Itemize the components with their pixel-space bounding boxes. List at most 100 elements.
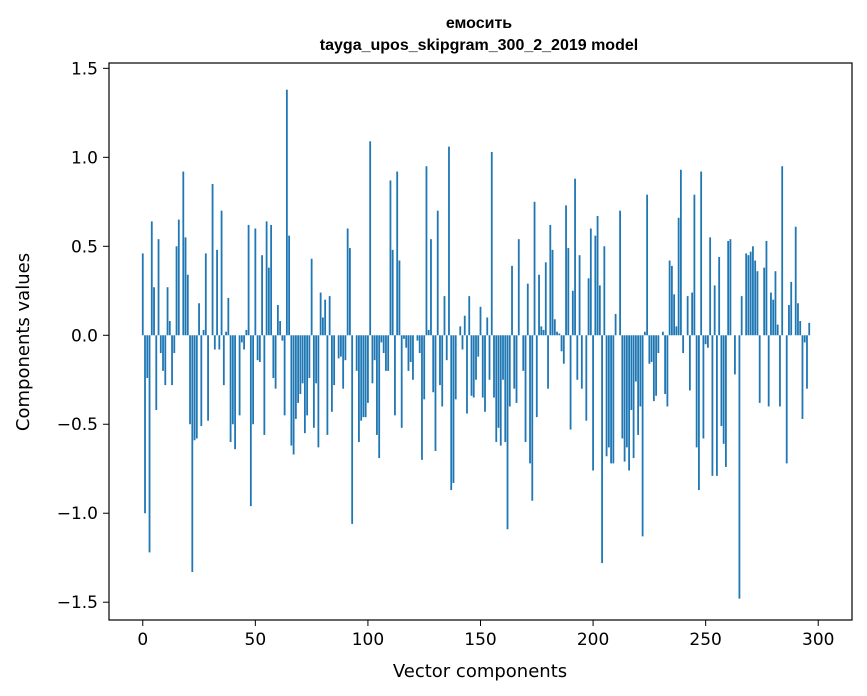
bar: [522, 335, 525, 371]
bar: [252, 335, 254, 425]
x-tick-label: 200: [577, 630, 609, 650]
bar: [794, 226, 797, 336]
bar: [272, 335, 275, 378]
y-tick-label: −1.5: [57, 593, 98, 613]
bar: [425, 166, 428, 336]
bar: [391, 249, 394, 336]
bar: [756, 271, 759, 336]
bar: [254, 228, 257, 336]
bar: [673, 294, 676, 336]
bar: [344, 335, 347, 361]
bar: [463, 315, 466, 336]
bar: [164, 335, 167, 386]
bar: [729, 239, 732, 336]
bar: [349, 248, 351, 336]
bar: [407, 335, 410, 371]
bar: [285, 89, 288, 336]
bar: [231, 335, 234, 425]
y-tick-label: 0.5: [71, 237, 98, 257]
bar: [758, 335, 761, 403]
bar: [195, 335, 198, 439]
bar: [727, 240, 730, 336]
bar: [434, 335, 437, 451]
y-axis-label: Components values: [13, 253, 34, 431]
bar: [504, 335, 507, 443]
bar: [688, 335, 691, 391]
bar: [574, 178, 576, 336]
x-tick-label: 0: [137, 630, 148, 650]
bar: [416, 335, 419, 341]
bar: [630, 335, 633, 411]
bar: [448, 146, 450, 336]
bar: [337, 335, 340, 359]
bar: [508, 335, 511, 407]
bar: [412, 335, 414, 380]
bar: [321, 317, 324, 336]
bar: [479, 306, 482, 336]
bar: [542, 329, 545, 336]
x-axis: 0 50 100 150 200 250 300: [137, 620, 834, 650]
bar: [445, 335, 448, 361]
bar: [499, 335, 502, 446]
bar: [157, 239, 160, 336]
bar: [571, 290, 574, 336]
bar: [213, 335, 216, 350]
bar: [632, 335, 635, 459]
bar: [625, 335, 628, 448]
bar: [270, 224, 273, 336]
bar: [297, 335, 300, 403]
x-tick-label: 100: [352, 630, 384, 650]
bar: [146, 335, 149, 378]
bar: [549, 224, 552, 336]
bar: [610, 335, 612, 464]
bar: [803, 335, 806, 343]
bar: [763, 267, 766, 336]
bar: [722, 335, 725, 444]
bar: [698, 335, 700, 491]
bar: [576, 335, 579, 380]
bar: [398, 260, 401, 336]
bar: [637, 335, 640, 435]
bar: [279, 321, 282, 336]
bar: [801, 335, 804, 419]
bar: [263, 335, 266, 435]
bar: [333, 335, 336, 386]
bar: [725, 335, 727, 467]
bar: [770, 292, 772, 336]
bar: [655, 335, 658, 396]
bar: [193, 335, 196, 441]
bar: [517, 239, 520, 336]
bar: [299, 335, 302, 394]
bar: [148, 335, 151, 553]
bar: [423, 335, 426, 400]
y-tick-label: 1.0: [71, 148, 98, 168]
bar: [675, 326, 678, 336]
bar: [493, 335, 495, 398]
bar: [569, 335, 572, 430]
bar: [362, 335, 365, 418]
bar: [481, 335, 484, 398]
bar: [184, 237, 187, 336]
bar: [159, 335, 162, 354]
bar: [452, 335, 455, 483]
bar: [472, 335, 475, 398]
bar: [666, 335, 669, 407]
bar: [580, 335, 583, 389]
bar: [301, 335, 304, 384]
bar: [670, 265, 673, 336]
bar: [648, 335, 651, 364]
bar: [598, 285, 601, 336]
bar: [567, 248, 570, 336]
bar: [396, 171, 399, 336]
bar: [261, 255, 263, 336]
bar: [324, 299, 327, 336]
x-tick-label: 150: [464, 630, 496, 650]
bar: [551, 249, 554, 336]
bar: [256, 335, 259, 361]
bar: [718, 256, 721, 336]
bar: [682, 335, 685, 354]
bar: [716, 335, 718, 476]
x-axis-label: Vector components: [393, 661, 567, 682]
bar: [376, 335, 378, 435]
